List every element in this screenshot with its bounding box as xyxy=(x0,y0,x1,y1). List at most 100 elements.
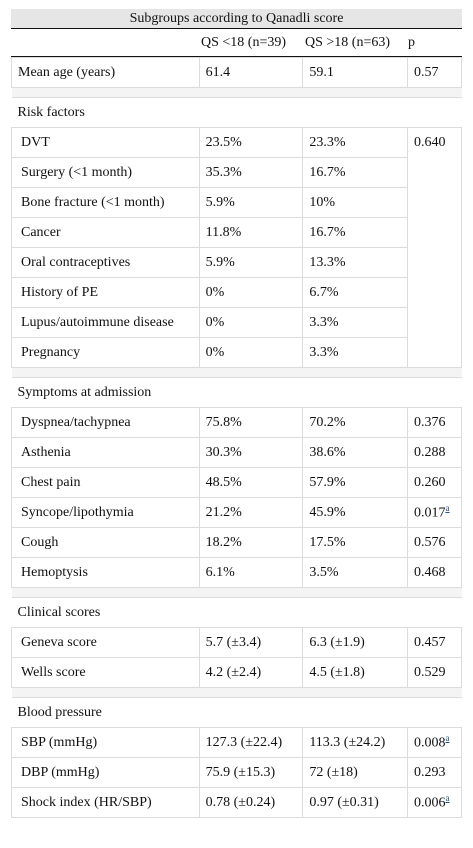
cell-low: 5.7 (±3.4) xyxy=(198,627,304,658)
section-header: Clinical scores xyxy=(11,597,462,628)
cell-p: 0.008a xyxy=(407,727,462,758)
cell-high: 23.3% xyxy=(302,127,408,158)
cell-high: 0.97 (±0.31) xyxy=(302,787,408,818)
cell-high: 6.3 (±1.9) xyxy=(302,627,408,658)
row-label: Bone fracture (<1 month) xyxy=(11,187,200,218)
table-header: QS <18 (n=39) QS >18 (n=63) p xyxy=(11,28,462,57)
cell-p-merged: 0.640 xyxy=(407,127,462,368)
cell-low: 75.9 (±15.3) xyxy=(198,757,304,788)
row-label: Dyspnea/tachypnea xyxy=(11,407,200,438)
table-row: Oral contraceptives 5.9% 13.3% xyxy=(11,247,462,278)
row-label: SBP (mmHg) xyxy=(11,727,200,758)
cell-high: 70.2% xyxy=(302,407,408,438)
cell-high: 17.5% xyxy=(302,527,408,558)
p-value: 0.017 xyxy=(414,505,446,521)
section-spacer xyxy=(11,87,462,98)
cell-p: 0.457 xyxy=(407,627,462,658)
section-title-symptoms: Symptoms at admission xyxy=(11,377,462,408)
cell-p: 0.529 xyxy=(407,657,462,688)
header-col-low: QS <18 (n=39) xyxy=(201,35,287,50)
table-row: DVT 23.5% 23.3% 0.640 xyxy=(11,127,462,368)
section-title-bp: Blood pressure xyxy=(11,697,462,728)
table-row: Shock index (HR/SBP) 0.78 (±0.24) 0.97 (… xyxy=(11,787,462,818)
section-header: Blood pressure xyxy=(11,697,462,728)
section-title-risk: Risk factors xyxy=(11,97,462,128)
cell-high: 3.5% xyxy=(302,557,408,588)
cell-high: 45.9% xyxy=(302,497,408,528)
row-label: Surgery (<1 month) xyxy=(11,157,200,188)
cell-low: 48.5% xyxy=(198,467,304,498)
table-row: Pregnancy 0% 3.3% xyxy=(11,337,462,368)
section-spacer xyxy=(11,367,462,378)
cell-low: 11.8% xyxy=(198,217,304,248)
table-row: History of PE 0% 6.7% xyxy=(11,277,462,308)
cell-low: 75.8% xyxy=(198,407,304,438)
header-col-high: QS >18 (n=63) xyxy=(305,35,391,50)
row-label: Cough xyxy=(11,527,200,558)
cell-low: 30.3% xyxy=(198,437,304,468)
cell-low: 61.4 xyxy=(198,57,304,88)
row-label: Geneva score xyxy=(11,627,200,658)
cell-high: 3.3% xyxy=(302,307,408,338)
row-label: Syncope/lipothymia xyxy=(11,497,200,528)
row-label: Pregnancy xyxy=(11,337,200,368)
table-row: Cough 18.2% 17.5% 0.576 xyxy=(11,527,462,558)
table-row: Hemoptysis 6.1% 3.5% 0.468 xyxy=(11,557,462,588)
table-row: Bone fracture (<1 month) 5.9% 10% xyxy=(11,187,462,218)
data-table: Mean age (years) 61.4 59.1 0.57 Risk fac… xyxy=(11,57,462,818)
table-row: Asthenia 30.3% 38.6% 0.288 xyxy=(11,437,462,468)
row-label: DBP (mmHg) xyxy=(11,757,200,788)
row-label: Cancer xyxy=(11,217,200,248)
cell-high: 13.3% xyxy=(302,247,408,278)
cell-low: 35.3% xyxy=(198,157,304,188)
row-label: Shock index (HR/SBP) xyxy=(11,787,200,818)
cell-low: 0.78 (±0.24) xyxy=(198,787,304,818)
row-label: Lupus/autoimmune disease xyxy=(11,307,200,338)
cell-p: 0.57 xyxy=(407,57,462,88)
cell-high: 3.3% xyxy=(302,337,408,368)
section-title-scores: Clinical scores xyxy=(11,597,462,628)
table-row: Geneva score 5.7 (±3.4) 6.3 (±1.9) 0.457 xyxy=(11,627,462,658)
table-row: Cancer 11.8% 16.7% xyxy=(11,217,462,248)
cell-high: 16.7% xyxy=(302,217,408,248)
row-label: Asthenia xyxy=(11,437,200,468)
section-spacer xyxy=(11,587,462,598)
row-label: Hemoptysis xyxy=(11,557,200,588)
table-row: Chest pain 48.5% 57.9% 0.260 xyxy=(11,467,462,498)
cell-low: 127.3 (±22.4) xyxy=(198,727,304,758)
table-row: Wells score 4.2 (±2.4) 4.5 (±1.8) 0.529 xyxy=(11,657,462,688)
footnote-link[interactable]: a xyxy=(445,503,450,514)
row-label: Oral contraceptives xyxy=(11,247,200,278)
table-row: Syncope/lipothymia 21.2% 45.9% 0.017a xyxy=(11,497,462,528)
header-col-p: p xyxy=(408,35,415,50)
section-spacer xyxy=(11,687,462,698)
table-row: Mean age (years) 61.4 59.1 0.57 xyxy=(11,57,462,88)
row-label: Wells score xyxy=(11,657,200,688)
p-value: 0.008 xyxy=(414,735,446,751)
cell-p: 0.017a xyxy=(407,497,462,528)
row-label: Chest pain xyxy=(11,467,200,498)
cell-low: 0% xyxy=(198,277,304,308)
cell-low: 5.9% xyxy=(198,247,304,278)
table-row: Surgery (<1 month) 35.3% 16.7% xyxy=(11,157,462,188)
table-title: Subgroups according to Qanadli score xyxy=(11,9,462,28)
cell-low: 5.9% xyxy=(198,187,304,218)
cell-p: 0.468 xyxy=(407,557,462,588)
cell-high: 72 (±18) xyxy=(302,757,408,788)
cell-low: 18.2% xyxy=(198,527,304,558)
cell-low: 4.2 (±2.4) xyxy=(198,657,304,688)
cell-high: 59.1 xyxy=(302,57,408,88)
cell-p: 0.006a xyxy=(407,787,462,818)
table-row: SBP (mmHg) 127.3 (±22.4) 113.3 (±24.2) 0… xyxy=(11,727,462,758)
footnote-link[interactable]: a xyxy=(445,733,450,744)
cell-high: 16.7% xyxy=(302,157,408,188)
cell-high: 57.9% xyxy=(302,467,408,498)
footnote-link[interactable]: a xyxy=(445,793,450,804)
cell-low: 6.1% xyxy=(198,557,304,588)
cell-high: 6.7% xyxy=(302,277,408,308)
table-row: Dyspnea/tachypnea 75.8% 70.2% 0.376 xyxy=(11,407,462,438)
table-row: Lupus/autoimmune disease 0% 3.3% xyxy=(11,307,462,338)
cell-high: 113.3 (±24.2) xyxy=(302,727,408,758)
cell-p: 0.288 xyxy=(407,437,462,468)
cell-p: 0.376 xyxy=(407,407,462,438)
